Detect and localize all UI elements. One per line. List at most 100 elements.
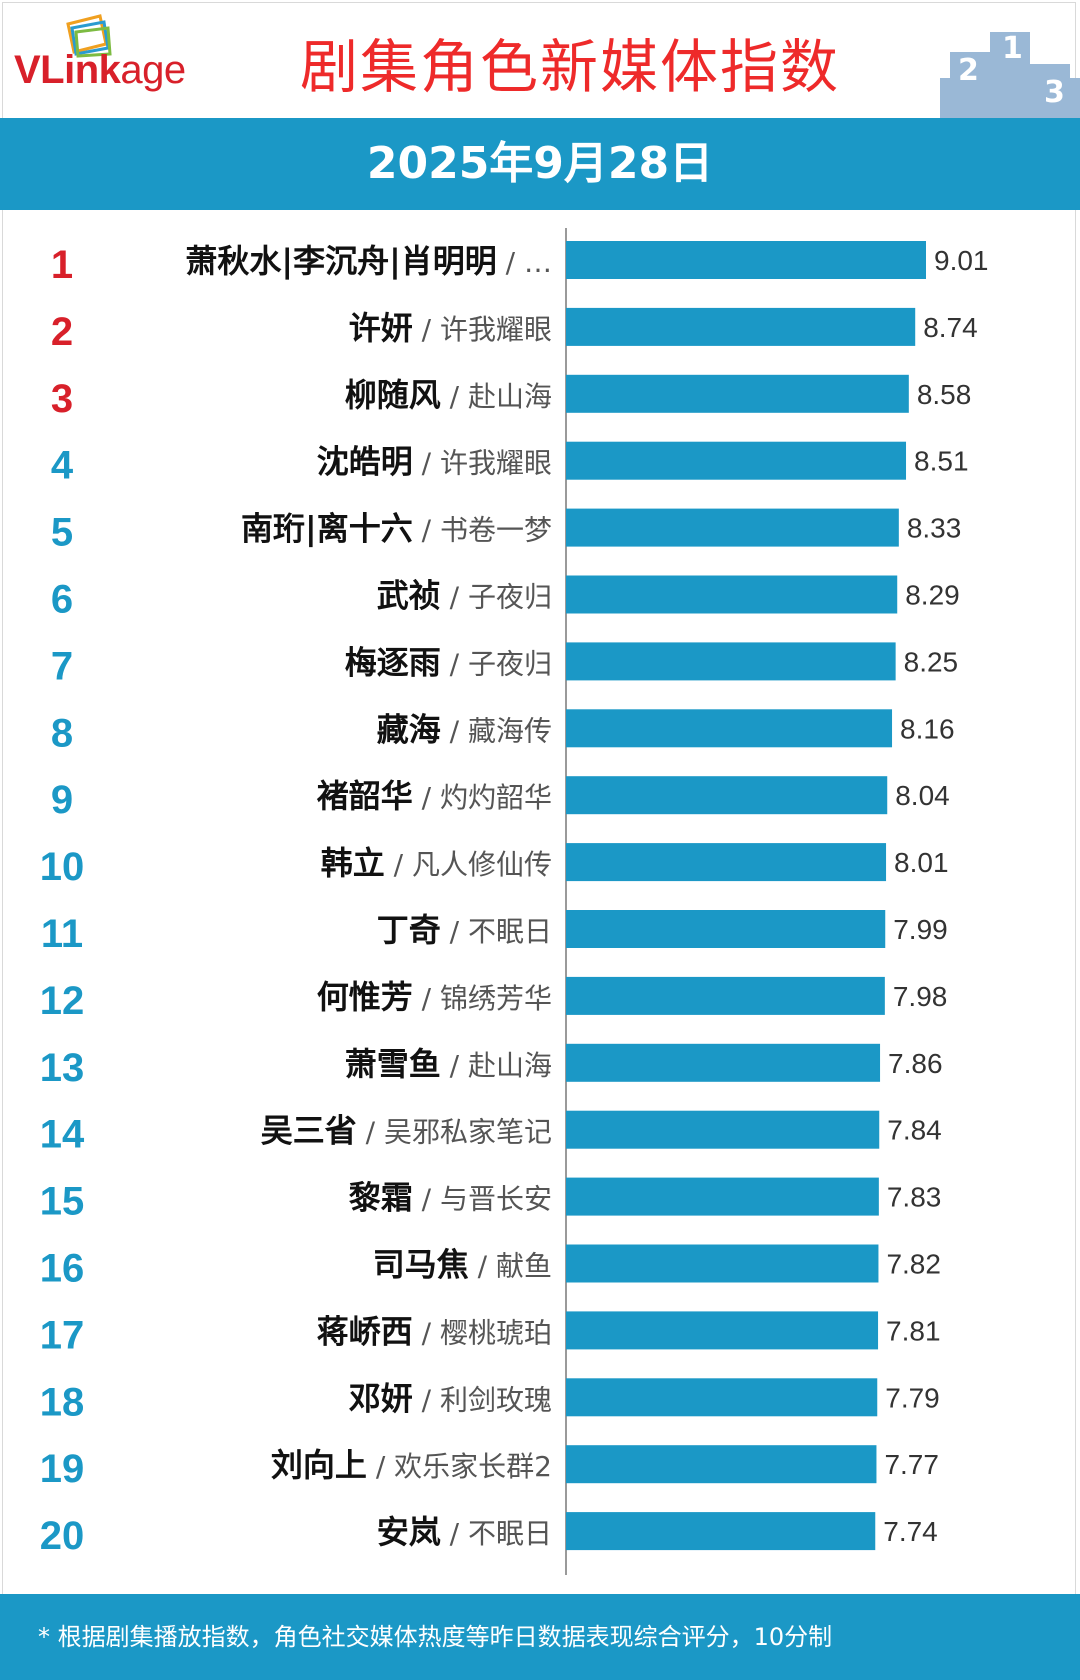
character-name: 沈皓明 [317, 443, 413, 481]
bar [566, 776, 888, 815]
value-label: 8.51 [914, 446, 969, 477]
rank-number: 10 [40, 845, 85, 889]
show-separator: / [441, 714, 468, 747]
character-name: 司马焦 [373, 1246, 469, 1284]
bar [566, 374, 909, 413]
value-label: 7.99 [893, 914, 948, 945]
show-title: 许我耀眼 [440, 313, 552, 346]
rank-number: 9 [51, 778, 73, 822]
bar [566, 575, 898, 614]
rank-number: 14 [40, 1113, 85, 1157]
show-title: 献鱼 [496, 1250, 552, 1283]
header: VLinkage 剧集角色新媒体指数 2 1 3 [0, 0, 1080, 118]
category-label: 武祯 / 子夜归 [377, 577, 552, 615]
date-banner: 2025年9月28日 [0, 118, 1080, 210]
show-separator: / [413, 982, 440, 1015]
rank-number: 17 [40, 1313, 85, 1357]
category-label: 柳随风 / 赴山海 [345, 376, 552, 414]
bar [566, 1177, 879, 1216]
value-label: 8.29 [905, 580, 960, 611]
category-label: 丁奇 / 不眠日 [377, 911, 552, 949]
logo-frames-icon [66, 14, 112, 58]
value-label: 7.81 [886, 1315, 941, 1346]
category-label: 刘向上 / 欢乐家长群2 [271, 1446, 552, 1484]
brand-logo: VLinkage [14, 50, 186, 90]
rank-number: 19 [40, 1447, 85, 1491]
bar [566, 910, 886, 948]
character-name: 吴三省 [261, 1112, 357, 1150]
show-title: 与晋长安 [440, 1183, 552, 1216]
ranking-bar-chart: 9.01 1 萧秋水|李沉舟|肖明明 / … 8.74 2 许妍 / 许我耀眼 8.58 3 柳… [40, 228, 989, 1575]
rank-number: 11 [41, 912, 83, 956]
show-separator: / [357, 1116, 384, 1149]
svg-text:3: 3 [1044, 75, 1065, 110]
show-separator: / [413, 1316, 440, 1349]
logo-suffix-text: age [120, 48, 186, 92]
category-label: 韩立 / 凡人修仙传 [321, 844, 552, 882]
bar [566, 1512, 876, 1551]
rank-number: 20 [40, 1514, 85, 1558]
value-label: 8.16 [900, 713, 955, 744]
rank-number: 7 [51, 644, 73, 688]
category-label: 何惟芳 / 锦绣芳华 [317, 978, 552, 1016]
value-label: 7.86 [888, 1048, 943, 1079]
show-title: 子夜归 [468, 581, 552, 614]
value-label: 8.33 [907, 513, 962, 544]
value-label: 8.04 [895, 780, 950, 811]
rank-number: 16 [40, 1247, 85, 1291]
rank-number: 1 [51, 243, 73, 287]
show-title: 不眠日 [468, 915, 552, 948]
show-title: 锦绣芳华 [440, 982, 552, 1015]
value-label: 7.77 [884, 1449, 939, 1480]
bar [566, 976, 885, 1015]
podium-icon: 2 1 3 [940, 31, 1080, 118]
rank-number: 18 [40, 1380, 85, 1424]
character-name: 邓妍 [349, 1379, 413, 1417]
logo-main-text: VLink [14, 48, 121, 92]
show-separator: / [441, 1517, 468, 1550]
page-title: 剧集角色新媒体指数 [300, 33, 841, 101]
show-separator: / [413, 514, 440, 547]
show-title: 灼灼韶华 [440, 781, 552, 814]
character-name: 南珩|离十六 [241, 510, 413, 549]
show-title: 藏海传 [468, 714, 552, 747]
rank-number: 4 [51, 444, 74, 488]
show-separator: / [413, 1183, 440, 1216]
category-label: 安岚 / 不眠日 [377, 1513, 552, 1551]
bar [566, 241, 926, 279]
category-label: 藏海 / 藏海传 [377, 710, 552, 748]
bar [566, 1244, 879, 1283]
value-label: 8.74 [923, 312, 978, 343]
rank-number: 2 [51, 310, 73, 354]
character-name: 刘向上 [271, 1446, 367, 1484]
character-name: 蒋峤西 [317, 1312, 413, 1350]
category-label: 梅逐雨 / 子夜归 [345, 643, 552, 681]
character-name: 安岚 [377, 1513, 441, 1551]
show-title: 许我耀眼 [440, 447, 552, 480]
value-label: 8.58 [917, 379, 972, 410]
value-label: 7.98 [893, 981, 948, 1012]
category-label: 黎霜 / 与晋长安 [349, 1179, 552, 1217]
category-label: 蒋峤西 / 樱桃琥珀 [317, 1312, 552, 1350]
character-name: 许妍 [349, 309, 413, 347]
bar [566, 709, 893, 748]
show-title: 樱桃琥珀 [440, 1316, 552, 1349]
show-title: 赴山海 [468, 1049, 552, 1082]
character-name: 藏海 [377, 710, 441, 748]
value-label: 7.79 [885, 1382, 940, 1413]
show-separator: / [441, 915, 468, 948]
show-separator: / [441, 1049, 468, 1082]
category-label: 萧秋水|李沉舟|肖明明 / … [185, 242, 552, 281]
show-title: 欢乐家长群2 [394, 1450, 552, 1483]
category-label: 司马焦 / 献鱼 [373, 1246, 552, 1284]
value-label: 7.83 [887, 1182, 942, 1213]
character-name: 何惟芳 [317, 978, 413, 1016]
show-separator: / [441, 380, 468, 413]
category-label: 萧雪鱼 / 赴山海 [345, 1045, 552, 1083]
show-title: 书卷一梦 [440, 514, 552, 547]
rank-number: 8 [51, 711, 73, 755]
show-separator: / [413, 1383, 440, 1416]
bar [566, 1311, 879, 1350]
character-name: 武祯 [377, 577, 441, 615]
show-separator: / [413, 781, 440, 814]
